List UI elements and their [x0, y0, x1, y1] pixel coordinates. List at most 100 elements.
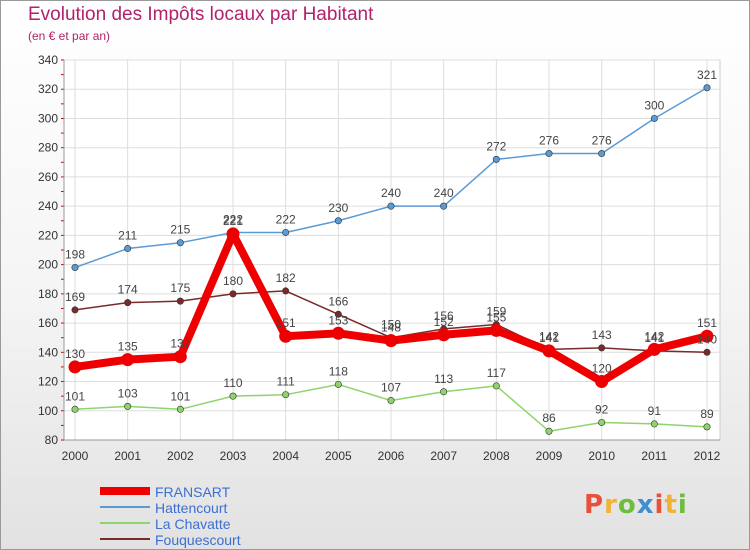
data-point [229, 290, 237, 298]
logo-letter: r [604, 490, 618, 520]
data-point [492, 382, 500, 390]
x-tick-label: 2010 [588, 449, 615, 463]
x-tick-label: 2004 [272, 449, 299, 463]
x-tick-label: 2006 [378, 449, 405, 463]
data-label: 211 [118, 229, 137, 243]
data-label: 130 [65, 347, 85, 361]
data-label: 240 [434, 186, 454, 200]
data-label: 169 [65, 290, 85, 304]
series-hattencourt [71, 84, 711, 272]
legend-item-hattencourt: Hattencourt [100, 500, 400, 516]
data-point [545, 427, 553, 435]
data-point [387, 397, 395, 405]
data-point [282, 287, 290, 295]
data-point [440, 202, 448, 210]
data-label: 142 [539, 329, 559, 343]
data-label: 107 [381, 381, 401, 395]
data-label: 215 [170, 223, 190, 237]
data-point [124, 245, 132, 253]
data-label: 141 [644, 331, 664, 345]
data-point [545, 150, 553, 158]
data-point [703, 423, 711, 431]
data-point [282, 228, 290, 236]
data-point [598, 150, 606, 158]
legend-swatch-fransart [100, 487, 150, 495]
data-point [176, 405, 184, 413]
data-label: 155 [486, 310, 506, 324]
x-tick-label: 2001 [114, 449, 141, 463]
data-label: 91 [648, 404, 662, 418]
data-label: 221 [223, 214, 243, 228]
y-tick-label: 280 [38, 141, 58, 155]
chart-title: Evolution des Impôts locaux par Habitant [28, 4, 374, 25]
y-tick-label: 240 [38, 199, 58, 213]
data-point [650, 114, 658, 122]
data-label: 151 [276, 316, 296, 330]
data-point [595, 375, 609, 389]
data-point [334, 380, 342, 388]
data-label: 148 [381, 321, 401, 335]
x-tick-label: 2003 [220, 449, 247, 463]
x-tick-label: 2011 [641, 449, 667, 463]
data-point [387, 202, 395, 210]
data-point [71, 405, 79, 413]
series-la-chavatte [71, 380, 711, 435]
legend-item-la-chavatte: La Chavatte [100, 516, 400, 532]
data-label: 142 [644, 329, 664, 343]
x-tick-label: 2005 [325, 449, 352, 463]
data-label: 103 [118, 386, 138, 400]
data-point [68, 360, 82, 374]
logo-letter: i [677, 490, 688, 520]
legend-swatch-la-chavatte [100, 522, 150, 524]
data-label: 117 [487, 366, 506, 380]
data-point [71, 264, 79, 272]
data-label: 150 [381, 318, 401, 332]
data-label: 276 [539, 134, 559, 148]
y-tick-label: 320 [38, 82, 58, 96]
legend-label-fransart: FRANSART [155, 484, 231, 500]
data-point [226, 227, 240, 241]
data-label: 159 [486, 305, 506, 319]
data-label: 153 [328, 313, 348, 327]
data-point [700, 329, 714, 343]
data-label: 175 [170, 281, 190, 295]
data-point [71, 306, 79, 314]
data-label: 140 [697, 332, 717, 346]
y-tick-label: 160 [38, 316, 58, 330]
data-label: 113 [434, 372, 453, 386]
data-label: 222 [276, 212, 296, 226]
y-tick-label: 140 [38, 345, 58, 359]
data-label: 272 [486, 139, 506, 153]
y-tick-label: 180 [38, 287, 58, 301]
legend-label-la-chavatte: La Chavatte [155, 516, 231, 532]
legend-label-fouquescourt: Fouquescourt [155, 532, 241, 548]
data-label: 101 [170, 389, 190, 403]
data-point [334, 310, 342, 318]
y-tick-label: 80 [45, 433, 59, 447]
data-label: 111 [277, 375, 296, 389]
data-point [492, 155, 500, 163]
data-point [331, 326, 345, 340]
data-label: 92 [595, 402, 609, 416]
data-point [598, 418, 606, 426]
legend-swatch-hattencourt [100, 506, 150, 508]
data-point [384, 334, 398, 348]
data-point [650, 420, 658, 428]
data-point [489, 323, 503, 337]
x-tick-label: 2007 [430, 449, 457, 463]
proxiti-logo: Proxiti [584, 490, 688, 520]
data-label: 152 [434, 315, 454, 329]
data-label: 137 [170, 337, 190, 351]
data-label: 118 [329, 364, 348, 378]
data-label: 180 [223, 274, 243, 288]
legend-label-hattencourt: Hattencourt [155, 500, 228, 516]
x-tick-label: 2012 [694, 449, 721, 463]
data-point [121, 353, 135, 367]
data-point [334, 217, 342, 225]
logo-letter: x [636, 490, 655, 520]
data-point [647, 342, 661, 356]
data-label: 89 [700, 407, 714, 421]
data-label: 321 [697, 68, 717, 82]
data-point [598, 344, 606, 352]
data-point [703, 348, 711, 356]
